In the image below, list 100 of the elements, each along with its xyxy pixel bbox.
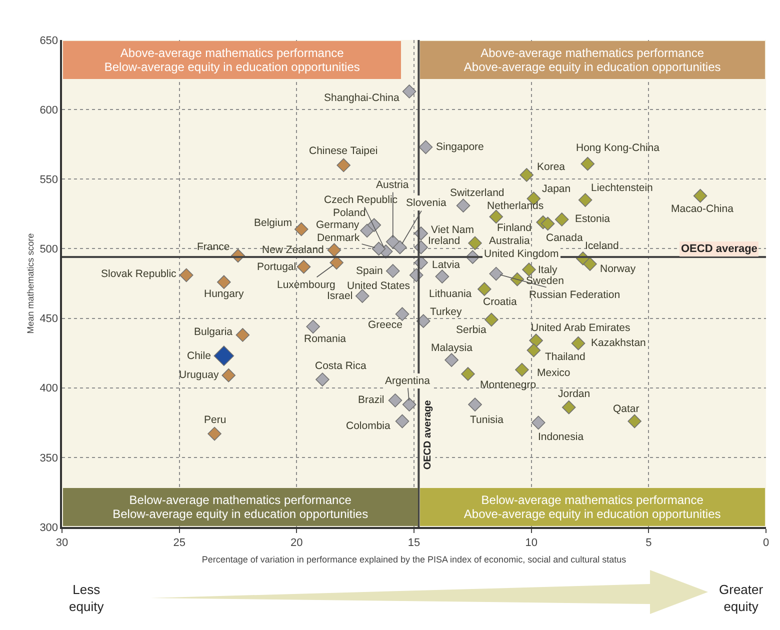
annotation: Qatar — [613, 403, 640, 415]
annotation: Costa Rica — [315, 360, 367, 372]
annotation: Singapore — [436, 141, 484, 153]
x-tick-label: 15 — [408, 536, 420, 549]
annotation: Romania — [304, 333, 346, 345]
point — [402, 398, 416, 412]
annotation: Israel — [327, 290, 353, 302]
annotation: Ireland — [428, 235, 460, 247]
annotation: Austria — [376, 179, 409, 191]
annotation: Macao-China — [671, 203, 734, 215]
point — [583, 257, 597, 271]
point — [444, 353, 458, 367]
point — [386, 264, 400, 278]
point — [515, 362, 529, 377]
annotation: Kazakhstan — [591, 337, 646, 349]
annotation: United States — [347, 280, 410, 292]
annotation: Italy — [538, 264, 558, 276]
annotation: Portugal — [257, 261, 296, 273]
point — [402, 84, 416, 98]
x-tick-label: 0 — [762, 536, 770, 549]
annotation: Denmark — [317, 232, 360, 244]
annotation: Slovak Republic — [101, 268, 176, 280]
point — [327, 243, 342, 258]
x-tick-label: 30 — [56, 536, 68, 549]
annotation: Brazil — [358, 394, 384, 406]
annotation: Luxembourg — [277, 279, 336, 291]
ref-line-label: OECD average — [422, 400, 434, 470]
point — [388, 393, 402, 408]
point — [456, 198, 470, 212]
point — [208, 426, 222, 441]
annotation: Finland — [497, 222, 532, 234]
annotation: Colombia — [346, 420, 391, 432]
point — [294, 222, 308, 236]
point — [395, 307, 410, 322]
annotation: Croatia — [483, 296, 518, 308]
x-tick-label: 10 — [525, 536, 538, 549]
point — [316, 372, 330, 386]
y-tick-label: 600 — [40, 104, 58, 116]
point — [529, 334, 543, 348]
y-tick-label: 500 — [40, 244, 58, 256]
ref-line-label: OECD average — [681, 243, 758, 255]
point — [330, 256, 344, 270]
point — [468, 398, 482, 412]
point — [306, 320, 320, 334]
point — [531, 416, 546, 430]
point — [468, 236, 482, 250]
point — [214, 346, 234, 366]
annotation: Switzerland — [450, 187, 504, 199]
y-tick-label: 400 — [40, 382, 58, 395]
point — [395, 414, 410, 428]
annotation: Estonia — [575, 213, 610, 225]
annotation: Greece — [368, 319, 403, 331]
y-tick-label: 300 — [40, 522, 58, 534]
annotation: Serbia — [456, 324, 487, 336]
y-tick-label: 350 — [40, 452, 58, 464]
quadrant-label-box: Below-average mathematics performance Above-average equity in education opportunities — [420, 488, 765, 526]
annotation: Spain — [356, 265, 384, 277]
x-tick-label: 25 — [173, 536, 186, 549]
annotation: Norway — [600, 263, 636, 275]
point — [478, 282, 492, 296]
point — [489, 266, 504, 281]
annotation: Russian Federation — [529, 289, 620, 301]
point — [526, 343, 541, 358]
point — [580, 156, 595, 171]
annotation: Malaysia — [431, 342, 473, 354]
annotation: Australia — [489, 235, 530, 247]
annotation: Lithuania — [429, 288, 472, 300]
annotation: Chile — [187, 350, 212, 362]
point — [360, 224, 374, 238]
y-tick-label: 450 — [40, 313, 58, 326]
point — [520, 168, 534, 182]
annotation: New Zealand — [262, 244, 324, 256]
annotation: Belgium — [254, 217, 292, 229]
point — [461, 367, 475, 381]
annotation: Hong Kong-China — [576, 142, 660, 154]
annotation: United Kingdom — [484, 248, 559, 260]
point — [217, 275, 231, 290]
point — [336, 158, 350, 172]
point — [693, 188, 708, 203]
point — [222, 368, 236, 382]
point — [628, 414, 642, 428]
annotation: Japan — [542, 183, 571, 195]
annotation: Tunisia — [470, 414, 504, 426]
annotation: Uruguay — [179, 369, 220, 381]
annotation: Thailand — [545, 351, 586, 363]
annotation: Shanghai-China — [324, 92, 400, 104]
x-axis-title: Percentage of variation in performance explained by the PISA index of economic, social and cultural status — [202, 554, 627, 564]
quadrant-label-box: Below-average mathematics performance Below-average equity in education opportunities — [63, 488, 418, 526]
point — [236, 328, 250, 342]
point — [393, 240, 407, 254]
annotation: Turkey — [430, 306, 462, 318]
point — [418, 140, 433, 154]
annotation: Latvia — [432, 259, 460, 271]
point — [416, 314, 430, 328]
y-tick-label: 650 — [40, 34, 58, 47]
annotation: Netherlands — [487, 200, 544, 212]
point — [296, 260, 311, 274]
quadrant-label-box: Above-average mathematics performance Below-average equity in education opportunities — [63, 41, 402, 79]
quadrant-label-box: Above-average mathematics performance Above-average equity in education opportunities — [420, 41, 765, 79]
point — [484, 312, 498, 327]
